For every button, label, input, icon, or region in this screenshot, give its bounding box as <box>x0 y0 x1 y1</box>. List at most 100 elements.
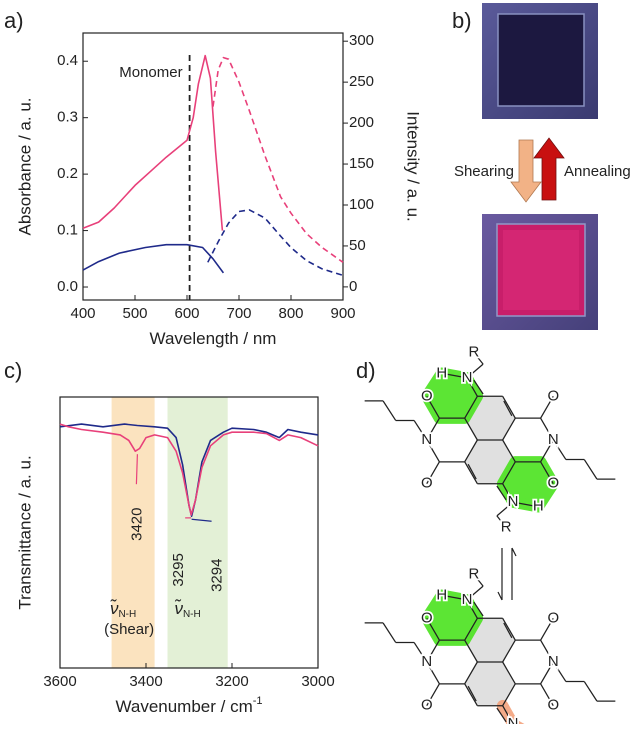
panel-label: b) <box>452 8 472 33</box>
y2-tick-label: 150 <box>349 155 374 172</box>
x-axis-label-text: Wavelength / nm <box>150 329 277 348</box>
bond <box>426 461 440 485</box>
double-bond <box>496 707 507 723</box>
bond <box>502 395 516 419</box>
band <box>111 397 155 668</box>
bond <box>502 661 516 685</box>
y-tick-label: 0.2 <box>57 165 78 182</box>
double-bond <box>503 622 513 639</box>
arrow-anneal <box>533 137 565 201</box>
bond <box>502 461 516 485</box>
bond <box>426 417 440 441</box>
bond <box>502 639 516 663</box>
atom-label: O <box>547 609 559 626</box>
y2-tick-label: 300 <box>349 32 374 49</box>
bond <box>466 377 478 397</box>
atom-label: N <box>421 431 432 448</box>
bond <box>413 420 428 441</box>
bond <box>464 661 478 685</box>
bond <box>466 363 484 379</box>
bond <box>441 372 468 379</box>
bond <box>583 459 598 480</box>
bond <box>426 639 440 663</box>
y2-tick-label: 100 <box>349 196 374 213</box>
x-tick-label: 3000 <box>301 673 334 690</box>
peak-leader <box>191 518 212 522</box>
bond <box>502 417 516 441</box>
shear-label: Shearing <box>454 163 514 180</box>
band-subscript: N-H <box>118 609 136 620</box>
x-tick-label: 500 <box>122 305 147 322</box>
bond <box>464 417 478 441</box>
bond <box>464 639 478 663</box>
atom-label: O <box>547 475 559 492</box>
atom-label: H <box>533 498 544 515</box>
peak-label: 3420 <box>128 508 145 541</box>
x-axis-label-sup: -1 <box>253 695 263 707</box>
bond <box>540 417 554 441</box>
atom-label: N <box>462 591 473 608</box>
bond <box>502 483 514 503</box>
y-tick-label: 0.1 <box>57 222 78 239</box>
x-tick-label: 900 <box>330 305 355 322</box>
double-bond <box>467 685 477 702</box>
atom-label: N <box>421 653 432 670</box>
atom-label: O <box>547 387 559 404</box>
x-axis-label: Wavelength / nm <box>150 329 277 348</box>
bond <box>441 594 468 601</box>
series-line <box>212 56 344 263</box>
plot-frame <box>59 396 319 669</box>
bond <box>540 461 554 485</box>
bond <box>413 642 428 663</box>
atom-label: R <box>469 566 480 583</box>
bond <box>540 639 554 663</box>
y-tick-label: 0.3 <box>57 109 78 126</box>
x-axis-label: Wavenumber / cm-1 <box>115 695 262 717</box>
series-line <box>82 54 224 231</box>
atom-label: R <box>469 344 480 361</box>
bond <box>426 439 440 463</box>
bond <box>512 501 539 508</box>
y2-tick-label: 200 <box>349 114 374 131</box>
bond <box>540 439 554 463</box>
series-line <box>82 243 225 274</box>
atom-label: O <box>421 475 433 492</box>
bond <box>502 705 514 725</box>
panel-label: c) <box>4 358 22 383</box>
bond <box>496 501 514 517</box>
bond <box>466 585 484 601</box>
y-tick-label: 0.0 <box>57 278 78 295</box>
atom-label: O <box>421 697 433 714</box>
bond <box>552 439 567 460</box>
band-note: (Shear) <box>104 621 154 638</box>
arrow-shear <box>510 139 542 203</box>
bond <box>552 661 567 682</box>
atom-label: N <box>548 653 559 670</box>
bond <box>502 439 516 463</box>
y2-tick-label: 50 <box>349 237 366 254</box>
atom-label: O <box>421 387 433 404</box>
atom-label: N <box>508 715 519 724</box>
bond <box>426 617 440 641</box>
bond <box>382 400 397 421</box>
band-symbol: ν̃ <box>174 598 184 618</box>
y2-axis-label: Intensity / a. u. <box>404 111 423 222</box>
double-bond <box>496 485 507 501</box>
bond <box>464 683 478 707</box>
annotation-text: Monomer <box>119 64 182 81</box>
x-tick-label: 600 <box>174 305 199 322</box>
equilibrium-arrows <box>497 547 517 601</box>
bond <box>382 622 397 643</box>
photo-before <box>482 3 598 119</box>
bond <box>473 574 484 587</box>
bond <box>426 395 440 419</box>
band-subscript: N-H <box>183 609 201 620</box>
x-tick-label: 800 <box>278 305 303 322</box>
double-bond <box>473 601 484 617</box>
bond <box>583 681 598 702</box>
x-tick-label: 3600 <box>43 673 76 690</box>
bond <box>464 439 478 463</box>
y-axis-label: Transmittance / a. u. <box>15 455 34 609</box>
